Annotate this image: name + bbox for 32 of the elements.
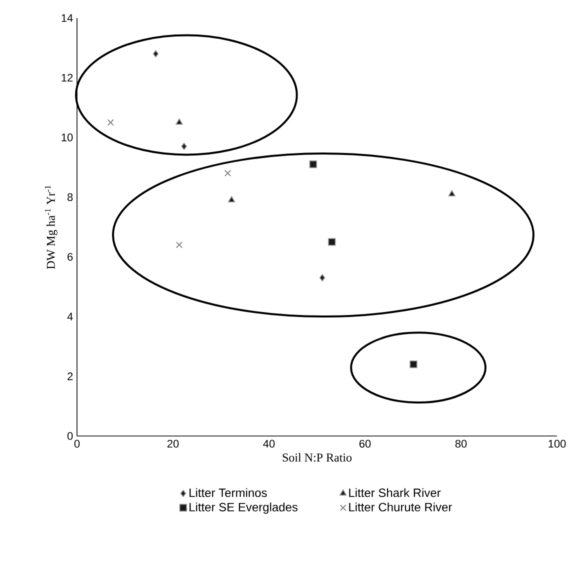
y-tick-label: 2: [68, 372, 73, 380]
point: [107, 119, 114, 126]
y-tick-label: 10: [62, 134, 73, 142]
x-tick-label: 0: [74, 440, 80, 448]
x-tick-label: 100: [548, 440, 566, 448]
point: [309, 160, 318, 168]
point: [410, 360, 418, 368]
x-tick-label: 60: [359, 440, 371, 448]
y-tick-label: 4: [67, 312, 73, 320]
x-tick-label: 80: [455, 440, 467, 448]
legend-label: Litter Churute River: [349, 502, 452, 512]
point: [176, 118, 183, 125]
x-tick-label: 40: [263, 440, 275, 448]
y-tick-label: 8: [68, 193, 73, 202]
y-tick-label: 14: [62, 14, 73, 22]
point: [152, 50, 159, 58]
point: [319, 274, 326, 282]
point: [228, 196, 236, 202]
x-tick-label: 20: [167, 440, 179, 448]
x-axis-title: Soil N:P Ratio: [282, 453, 352, 462]
point: [448, 190, 456, 196]
y-axis-title: DW Mg ha$^{-1}$ Yr$^{-1}$: [44, 186, 58, 269]
y-tick-label: 12: [62, 74, 73, 82]
legend-label: Litter Shark River: [349, 488, 441, 498]
point: [328, 238, 336, 246]
y-tick-label: 6: [68, 252, 73, 261]
legend-label: Litter Terminos: [190, 488, 267, 498]
point: [224, 170, 232, 177]
y-tick-label: 0: [67, 432, 73, 440]
point: [181, 142, 187, 150]
legend-label: Litter SE Everglades: [190, 502, 298, 514]
point: [176, 242, 183, 248]
